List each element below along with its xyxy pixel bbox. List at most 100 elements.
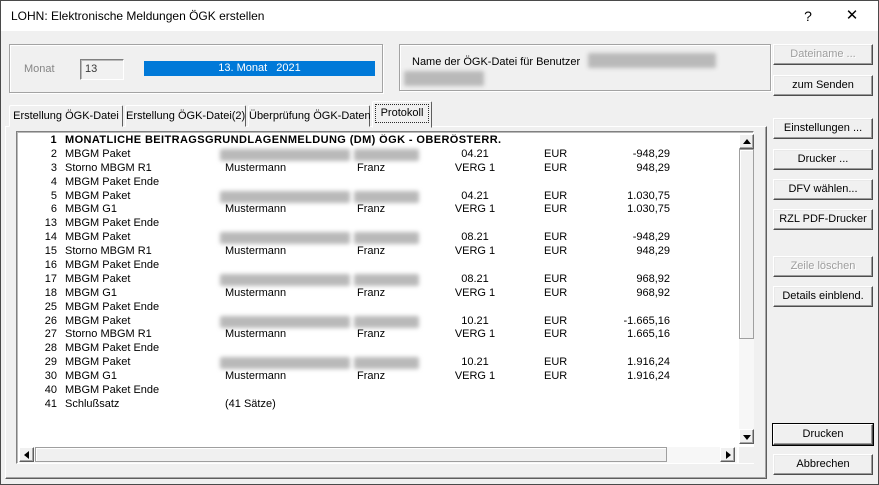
- protocol-row[interactable]: 16 MBGM Paket Ende: [19, 259, 735, 273]
- row-number: 17: [44, 272, 57, 285]
- vertical-scrollbar[interactable]: [739, 134, 754, 444]
- row-number: 25: [44, 300, 57, 313]
- row-number: 29: [44, 356, 57, 369]
- row-type: MBGM G1: [65, 286, 117, 299]
- help-button[interactable]: ?: [804, 8, 812, 24]
- protocol-row[interactable]: 4 MBGM Paket Ende: [19, 176, 735, 190]
- row-firstname: Franz: [357, 161, 386, 174]
- abbrechen-button[interactable]: Abbrechen: [773, 454, 873, 475]
- title-bar: LOHN: Elektronische Meldungen ÖGK erstel…: [1, 1, 878, 31]
- protocol-row[interactable]: 5 MBGM Paket 04.21 EUR 1.030,75: [19, 190, 735, 204]
- horizontal-scrollbar[interactable]: [19, 447, 737, 463]
- protocol-row[interactable]: 3 Storno MBGM R1 Mustermann Franz VERG 1…: [19, 162, 735, 176]
- protocol-row[interactable]: 27 Storno MBGM R1 Mustermann Franz VERG …: [19, 328, 735, 342]
- row-amount: 968,92: [636, 286, 670, 299]
- protocol-row[interactable]: 29 MBGM Paket 10.21 EUR 1.916,24: [19, 356, 735, 370]
- row-type: MBGM Paket: [65, 314, 131, 327]
- row-number: 3: [50, 161, 57, 174]
- row-period: 08.21: [461, 231, 489, 244]
- row-lastname: Mustermann: [225, 286, 287, 299]
- row-firstname: Franz: [357, 328, 386, 341]
- row-number: 15: [44, 245, 57, 258]
- protocol-row[interactable]: 13 MBGM Paket Ende: [19, 217, 735, 231]
- row-currency: EUR: [544, 314, 568, 327]
- vertical-scroll-thumb[interactable]: [739, 149, 754, 339]
- protocol-row[interactable]: 41 Schlußsatz (41 Sätze): [19, 398, 735, 412]
- protocol-row[interactable]: 28 MBGM Paket Ende: [19, 342, 735, 356]
- protocol-row[interactable]: 18 MBGM G1 Mustermann Franz VERG 1 EUR 9…: [19, 287, 735, 301]
- scroll-left-icon[interactable]: [19, 447, 34, 462]
- row-period: 04.21: [461, 189, 489, 202]
- details-einblenden-button[interactable]: Details einblend.: [773, 286, 873, 307]
- window-title: LOHN: Elektronische Meldungen ÖGK erstel…: [11, 9, 265, 23]
- tab-label: Protokoll: [380, 107, 424, 119]
- scroll-down-icon[interactable]: [739, 429, 754, 444]
- horizontal-scroll-thumb[interactable]: [35, 447, 667, 462]
- row-lastname: (41 Sätze): [225, 397, 276, 410]
- row-period: VERG 1: [454, 245, 496, 258]
- row-type: MBGM Paket Ende: [65, 342, 160, 355]
- protocol-row[interactable]: 15 Storno MBGM R1 Mustermann Franz VERG …: [19, 245, 735, 259]
- redacted-lastname: [220, 315, 350, 328]
- tab-ueberpruefung-oegk-daten[interactable]: Überprüfung ÖGK-Daten: [248, 105, 371, 127]
- protocol-row[interactable]: 26 MBGM Paket 10.21 EUR -1.665,16: [19, 315, 735, 329]
- protocol-row[interactable]: 25 MBGM Paket Ende: [19, 301, 735, 315]
- tab-erstellung-oegk-datei[interactable]: Erstellung ÖGK-Datei: [9, 105, 123, 127]
- row-currency: EUR: [544, 231, 568, 244]
- row-number: 1: [50, 134, 57, 146]
- row-type: Storno MBGM R1: [65, 245, 152, 258]
- row-currency: EUR: [544, 147, 568, 160]
- row-type: MBGM Paket Ende: [65, 300, 160, 313]
- period-banner: 13. Monat 2021: [144, 61, 375, 76]
- row-number: 41: [44, 397, 57, 410]
- protocol-row[interactable]: 14 MBGM Paket 08.21 EUR -948,29: [19, 231, 735, 245]
- scroll-right-icon[interactable]: [720, 447, 735, 462]
- row-currency: EUR: [544, 356, 568, 369]
- rzl-pdf-drucker-button[interactable]: RZL PDF-Drucker: [773, 209, 873, 230]
- row-amount: 1.916,24: [627, 356, 670, 369]
- protocol-row[interactable]: 1 MONATLICHE BEITRAGSGRUNDLAGENMELDUNG (…: [19, 134, 735, 148]
- protocol-list[interactable]: 1 MONATLICHE BEITRAGSGRUNDLAGENMELDUNG (…: [16, 131, 754, 464]
- protocol-row[interactable]: 40 MBGM Paket Ende: [19, 384, 735, 398]
- monat-input[interactable]: 13: [80, 59, 124, 80]
- row-amount: 1.665,16: [627, 328, 670, 341]
- row-lastname: Mustermann: [225, 370, 287, 383]
- drucker-button[interactable]: Drucker ...: [773, 149, 873, 170]
- einstellungen-button[interactable]: Einstellungen ...: [773, 118, 873, 139]
- tab-protokoll[interactable]: Protokoll: [372, 101, 432, 128]
- row-amount: 968,92: [636, 272, 670, 285]
- tab-erstellung-oegk-datei-2[interactable]: Erstellung ÖGK-Datei(2): [125, 105, 246, 127]
- monat-label: Monat: [24, 63, 55, 75]
- protocol-row[interactable]: 17 MBGM Paket 08.21 EUR 968,92: [19, 273, 735, 287]
- row-amount: 1.916,24: [627, 370, 670, 383]
- row-firstname: Franz: [357, 203, 386, 216]
- row-number: 40: [44, 384, 57, 397]
- redacted-lastname: [220, 232, 350, 245]
- scroll-up-icon[interactable]: [739, 134, 754, 149]
- row-firstname: Franz: [357, 245, 386, 258]
- row-type: MBGM Paket Ende: [65, 384, 160, 397]
- redacted-username-2: [404, 71, 484, 86]
- row-period: VERG 1: [454, 370, 496, 383]
- zeile-loeschen-button: Zeile löschen: [773, 256, 873, 277]
- row-firstname: Franz: [357, 286, 386, 299]
- redacted-firstname: [354, 148, 419, 161]
- row-type: Storno MBGM R1: [65, 161, 152, 174]
- redacted-firstname: [354, 232, 419, 245]
- monat-group: Monat 13 13. Monat 2021: [9, 44, 383, 93]
- redacted-firstname: [354, 357, 419, 370]
- filename-group: Name der ÖGK-Datei für Benutzer: [399, 44, 771, 91]
- zum-senden-button[interactable]: zum Senden: [773, 75, 873, 96]
- row-lastname: Mustermann: [225, 203, 287, 216]
- close-icon[interactable]: ✕: [845, 7, 859, 24]
- redacted-firstname: [354, 273, 419, 286]
- dfv-waehlen-button[interactable]: DFV wählen...: [773, 179, 873, 200]
- row-type: MBGM G1: [65, 370, 117, 383]
- protocol-row[interactable]: 30 MBGM G1 Mustermann Franz VERG 1 EUR 1…: [19, 370, 735, 384]
- protocol-row[interactable]: 6 MBGM G1 Mustermann Franz VERG 1 EUR 1.…: [19, 203, 735, 217]
- row-number: 28: [44, 342, 57, 355]
- row-lastname: Mustermann: [225, 328, 287, 341]
- protocol-row[interactable]: 2 MBGM Paket 04.21 EUR -948,29: [19, 148, 735, 162]
- drucken-button[interactable]: Drucken: [773, 424, 873, 445]
